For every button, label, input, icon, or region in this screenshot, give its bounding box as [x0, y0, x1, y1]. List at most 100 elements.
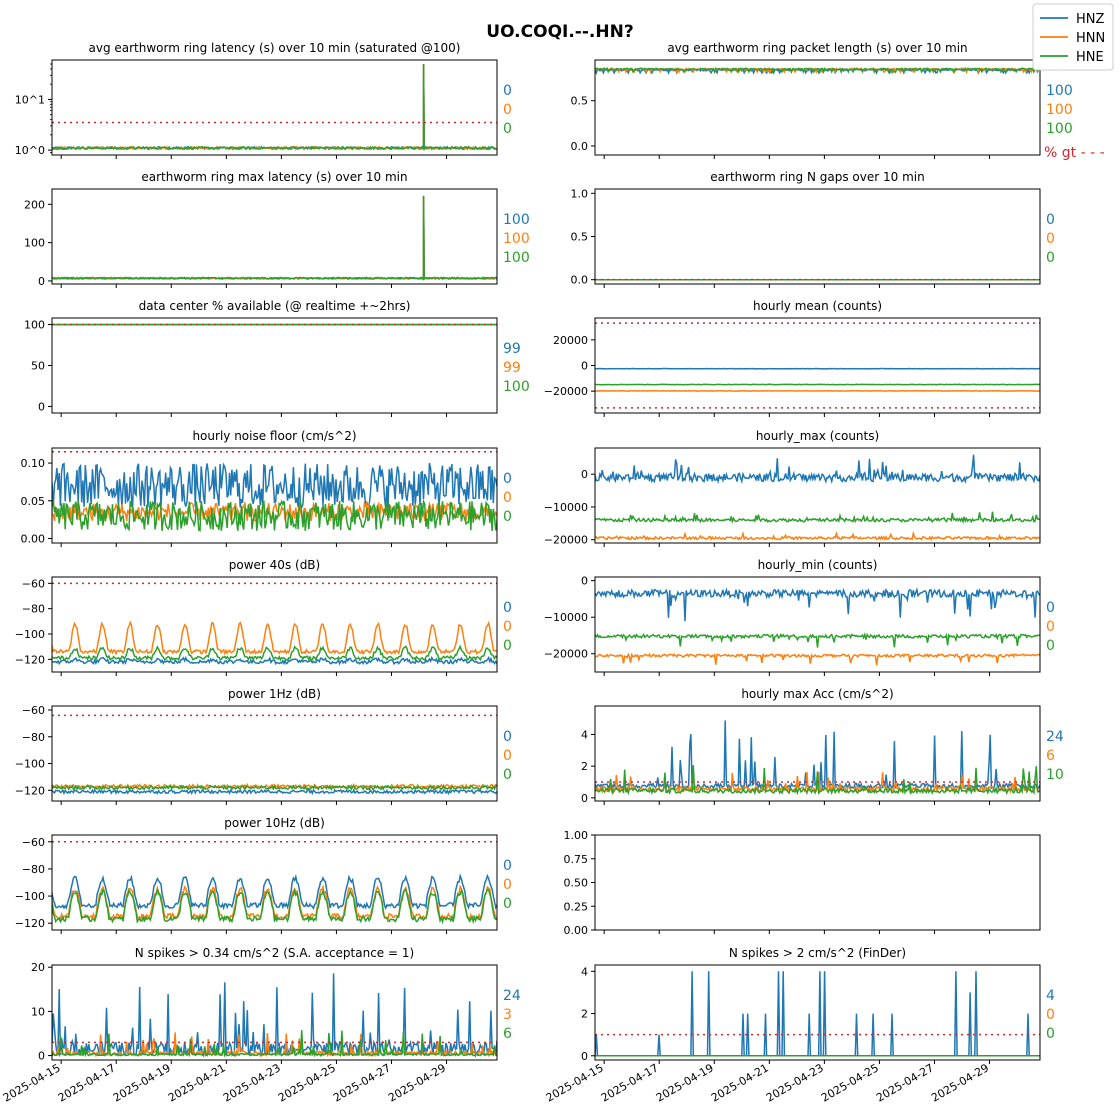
pct-label-hnn: 100 [503, 231, 530, 247]
y-tick-label: 10^0 [15, 144, 45, 157]
pct-label-hne: 100 [503, 379, 530, 395]
axes-frame [594, 317, 1041, 414]
y-tick-label: 0.00 [564, 924, 589, 937]
pct-label-hnn: 0 [503, 490, 512, 506]
y-tick-label: 10^1 [15, 93, 45, 106]
panel-p3: earthworm ring N gaps over 10 min 0.0 0.5 1… [571, 170, 1055, 288]
y-tick-label: 0 [581, 575, 588, 588]
y-tick-label: −10000 [544, 611, 588, 624]
pct-label-hnn: 0 [1046, 619, 1055, 635]
axes-frame [51, 964, 498, 1061]
y-tick-label: −20000 [544, 385, 588, 398]
axes-frame [594, 834, 1041, 931]
panel-title: power 10Hz (dB) [224, 816, 325, 830]
panels: avg earthworm ring latency (s) over 10 m… [15, 41, 1105, 1064]
plot-area [595, 720, 1040, 796]
panel-title: avg earthworm ring latency (s) over 10 m… [89, 41, 461, 55]
series-line-hne [595, 511, 1040, 525]
pct-label-hnz: 0 [503, 83, 512, 99]
y-tick-label: 0.25 [564, 900, 589, 913]
pct-label-hne: 0 [503, 896, 512, 912]
plot-area [595, 66, 1040, 76]
panel-p2: earthworm ring max latency (s) over 10 m… [24, 170, 530, 288]
y-tick-label: 200 [24, 198, 45, 211]
axes-frame [51, 188, 498, 285]
y-tick-label: 50 [31, 360, 45, 373]
pct-label-hnn: 0 [1046, 1007, 1055, 1023]
plot-area [52, 195, 497, 282]
series-line-hnz [52, 873, 497, 911]
panel-title: avg earthworm ring packet length (s) ove… [667, 41, 967, 55]
y-tick-label: 100 [24, 237, 45, 250]
y-tick-label: 0 [581, 792, 588, 805]
series-line-hnn [595, 652, 1040, 666]
pct-label-hnz: 0 [503, 600, 512, 616]
y-tick-label: 0.50 [564, 877, 589, 890]
pct-label-hnn: 100 [1046, 102, 1073, 118]
panel-p13: 0.00 0.25 0.50 0.75 1.00 [564, 829, 1041, 937]
panel-p14: N spikes > 0.34 cm/s^2 (S.A. acceptance … [31, 946, 521, 1064]
pct-label-hne: 6 [503, 1026, 512, 1042]
pct-label-hnn: 3 [503, 1007, 512, 1023]
y-tick-label: −20000 [544, 534, 588, 547]
y-tick-label: 20000 [553, 334, 588, 347]
pct-gt-label: % gt - - - [1044, 145, 1105, 161]
y-tick-label: 0 [38, 400, 45, 413]
y-tick-label: 0.5 [571, 231, 589, 244]
pct-label-hne: 0 [503, 767, 512, 783]
y-tick-label: −80 [22, 603, 45, 616]
pct-label-hnz: 0 [1046, 600, 1055, 616]
plot-area [595, 322, 1040, 409]
y-tick-label: −100 [15, 758, 45, 771]
y-tick-label: 0.05 [21, 495, 46, 508]
plot-area [52, 451, 497, 532]
pct-label-hnn: 0 [503, 877, 512, 893]
panel-title: earthworm ring N gaps over 10 min [710, 170, 924, 184]
pct-label-hne: 10 [1046, 767, 1064, 783]
y-tick-label: 0.75 [564, 853, 589, 866]
y-tick-label: 1.0 [571, 187, 589, 200]
series-line-hnz [595, 454, 1040, 485]
panel-title: data center % available (@ realtime +~2h… [139, 299, 411, 313]
y-tick-label: 0.0 [571, 274, 589, 287]
panel-p9: hourly_min (counts) −20000 −10000 0 0 0 0 [544, 558, 1055, 676]
panel-p6: hourly noise floor (cm/s^2) 0.00 0.05 0.10 0… [21, 429, 512, 547]
y-tick-label: 10 [31, 1005, 45, 1018]
y-tick-label: −20000 [544, 648, 588, 661]
series-line-hne [595, 66, 1040, 75]
axes-frame [51, 447, 498, 544]
panel-p7: hourly_max (counts) −20000 −10000 0 [544, 429, 1041, 547]
panel-title: power 40s (dB) [229, 558, 320, 572]
y-tick-label: −100 [15, 628, 45, 641]
pct-label-hnz: 24 [1046, 729, 1064, 745]
pct-label-hnz: 4 [1046, 988, 1055, 1004]
axes-frame [594, 447, 1041, 544]
panel-title: hourly noise floor (cm/s^2) [192, 429, 356, 443]
pct-label-hnz: 0 [503, 858, 512, 874]
y-tick-label: −10000 [544, 501, 588, 514]
plot-area [52, 714, 497, 796]
y-tick-label: 0 [38, 1050, 45, 1063]
legend-box [1032, 3, 1114, 71]
y-tick-label: 100 [24, 319, 45, 332]
plot-area [52, 973, 497, 1059]
legend-label-hnn: HNN [1076, 31, 1105, 46]
pct-label-hnz: 99 [503, 341, 521, 357]
plot-area [595, 587, 1040, 666]
pct-label-hnn: 99 [503, 360, 521, 376]
series-line-hnn [52, 620, 497, 656]
axes-frame [51, 576, 498, 673]
panel-p1: avg earthworm ring packet length (s) ove… [571, 41, 1073, 159]
panel-p12: power 10Hz (dB) −120 −100 −80 −60 0 0 0 [15, 816, 512, 934]
pct-label-hnz: 100 [1046, 83, 1073, 99]
pct-label-hnn: 0 [503, 619, 512, 635]
plot-area [595, 454, 1040, 541]
y-tick-label: 2 [581, 760, 588, 773]
pct-label-hnz: 100 [503, 212, 530, 228]
panel-p0: avg earthworm ring latency (s) over 10 m… [15, 41, 512, 159]
legend-label-hnz: HNZ [1076, 12, 1105, 27]
pct-label-hne: 100 [1046, 121, 1073, 137]
panel-title: earthworm ring max latency (s) over 10 m… [141, 170, 407, 184]
